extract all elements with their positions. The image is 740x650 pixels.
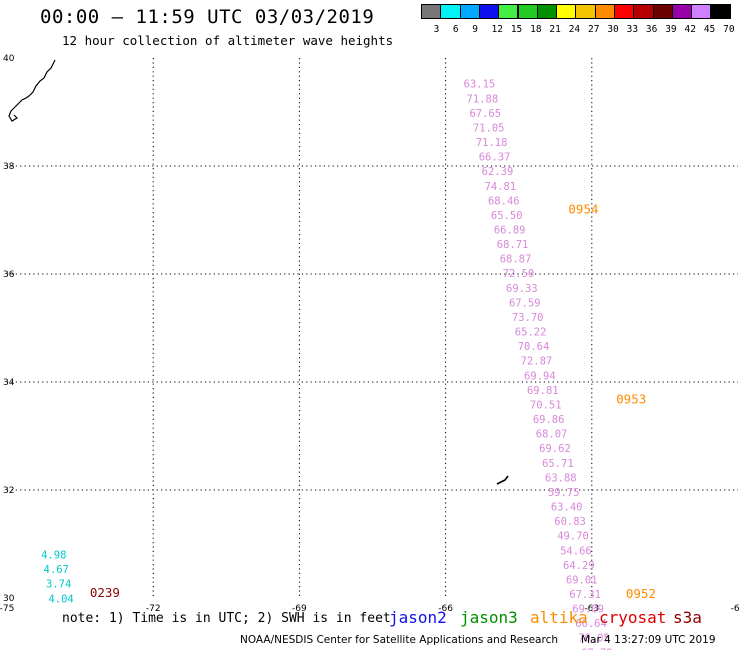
legend-tick-label: 3 bbox=[433, 24, 440, 35]
swh-value: 64.29 bbox=[563, 560, 595, 572]
swh-value: 68.07 bbox=[536, 429, 568, 441]
chart-title: 00:00 – 11:59 UTC 03/03/2019 bbox=[40, 6, 375, 28]
satellite-label-jason2: jason2 bbox=[389, 608, 447, 627]
pass-time-label: 0239 bbox=[90, 585, 120, 600]
swh-value: 60.83 bbox=[554, 516, 586, 528]
satellite-label-altika: altika bbox=[530, 608, 588, 627]
swh-value: 63.15 bbox=[464, 79, 496, 91]
swh-value: 66.89 bbox=[494, 225, 526, 237]
swh-value: 4.98 bbox=[41, 550, 66, 562]
legend-tick-label: 39 bbox=[665, 24, 677, 35]
swh-value: 67.59 bbox=[509, 297, 541, 309]
swh-value: 65.71 bbox=[542, 458, 574, 470]
legend-tick-label: 70 bbox=[723, 24, 735, 35]
swh-value: 54.66 bbox=[560, 545, 592, 557]
swh-value: 69.62 bbox=[539, 443, 571, 455]
swh-value: 59.75 bbox=[548, 487, 580, 499]
units-note: note: 1) Time is in UTC; 2) SWH is in fe… bbox=[62, 611, 391, 626]
swh-value: 67.31 bbox=[569, 589, 601, 601]
swh-value: 65.50 bbox=[491, 210, 523, 222]
swh-value: 69.81 bbox=[527, 385, 559, 397]
y-tick-label: 36 bbox=[3, 270, 15, 280]
legend-tick-label: 18 bbox=[530, 24, 542, 35]
legend-tick-label: 12 bbox=[491, 24, 503, 35]
swh-value: 74.81 bbox=[485, 181, 517, 193]
swh-value: 66.64 bbox=[575, 618, 607, 630]
x-tick-label: -63 bbox=[584, 604, 599, 614]
swh-value: 70.51 bbox=[530, 399, 562, 411]
swh-value: 71.05 bbox=[473, 122, 505, 134]
swh-value: 63.88 bbox=[545, 472, 577, 484]
swh-value: 66.37 bbox=[479, 152, 511, 164]
legend-tick-label: 36 bbox=[645, 24, 658, 35]
legend-swatch bbox=[710, 4, 731, 19]
legend-tick-label: 45 bbox=[703, 24, 716, 35]
swh-value: 63.40 bbox=[551, 502, 583, 514]
swh-value: 71.18 bbox=[476, 137, 508, 149]
swh-value: 65.22 bbox=[515, 327, 547, 339]
swh-value: 71.88 bbox=[467, 93, 499, 105]
swh-value: 69.94 bbox=[524, 370, 556, 382]
x-tick-label: -60 bbox=[731, 604, 740, 614]
x-tick-label: -69 bbox=[292, 604, 307, 614]
coastline bbox=[8, 59, 56, 122]
swh-value: 69.09 bbox=[572, 604, 604, 616]
x-tick-label: -66 bbox=[438, 604, 453, 614]
swh-value: 70.05 bbox=[578, 633, 610, 645]
footer-credit: NOAA/NESDIS Center for Satellite Applica… bbox=[240, 634, 558, 646]
y-tick-label: 32 bbox=[3, 486, 14, 496]
satellite-label-jason3: jason3 bbox=[460, 608, 518, 627]
pass-time-label: 0953 bbox=[616, 392, 646, 407]
y-tick-label: 30 bbox=[3, 594, 15, 604]
x-tick-label: -72 bbox=[146, 604, 161, 614]
swh-value: 69.86 bbox=[533, 414, 565, 426]
legend-tick-label: 15 bbox=[510, 24, 523, 35]
swh-value: 69.33 bbox=[506, 283, 538, 295]
x-tick-label: -75 bbox=[0, 604, 14, 614]
y-tick-label: 40 bbox=[3, 54, 15, 64]
chart-subtitle: 12 hour collection of altimeter wave hei… bbox=[62, 33, 394, 48]
swh-value: 49.70 bbox=[557, 531, 589, 543]
swh-value: 72.87 bbox=[521, 356, 553, 368]
swh-value: 67.72 bbox=[581, 647, 613, 650]
legend-tick-label: 27 bbox=[588, 24, 600, 35]
swh-value: 73.70 bbox=[512, 312, 544, 324]
y-tick-label: 38 bbox=[3, 162, 15, 172]
legend-tick-label: 42 bbox=[684, 24, 696, 35]
satellite-label-cryosat: cryosat bbox=[599, 608, 667, 627]
swh-value: 62.39 bbox=[482, 166, 514, 178]
legend-tick-label: 24 bbox=[568, 24, 581, 35]
swh-value: 68.71 bbox=[497, 239, 529, 251]
satellite-label-s3a: s3a bbox=[673, 608, 702, 627]
pass-time-label: 0952 bbox=[626, 586, 656, 601]
swh-value: 3.74 bbox=[46, 579, 71, 591]
island bbox=[496, 475, 509, 485]
swh-value: 4.67 bbox=[44, 564, 69, 576]
legend-tick-label: 30 bbox=[607, 24, 619, 35]
legend-tick-label: 21 bbox=[549, 24, 561, 35]
swh-value: 68.46 bbox=[488, 195, 520, 207]
legend-tick-label: 33 bbox=[626, 24, 639, 35]
swh-value: 72.50 bbox=[503, 268, 535, 280]
swh-value: 67.65 bbox=[469, 108, 501, 120]
swh-value: 68.87 bbox=[500, 254, 532, 266]
pass-time-label: 0954 bbox=[568, 202, 598, 217]
legend-tick-label: 9 bbox=[472, 24, 478, 35]
footer-timestamp: Mar 4 13:27:09 UTC 2019 bbox=[581, 634, 716, 646]
swh-value: 70.64 bbox=[518, 341, 550, 353]
swh-value: 69.01 bbox=[566, 574, 598, 586]
y-tick-label: 34 bbox=[3, 378, 15, 388]
swh-value: 4.04 bbox=[48, 593, 73, 605]
legend-tick-label: 6 bbox=[452, 24, 459, 35]
